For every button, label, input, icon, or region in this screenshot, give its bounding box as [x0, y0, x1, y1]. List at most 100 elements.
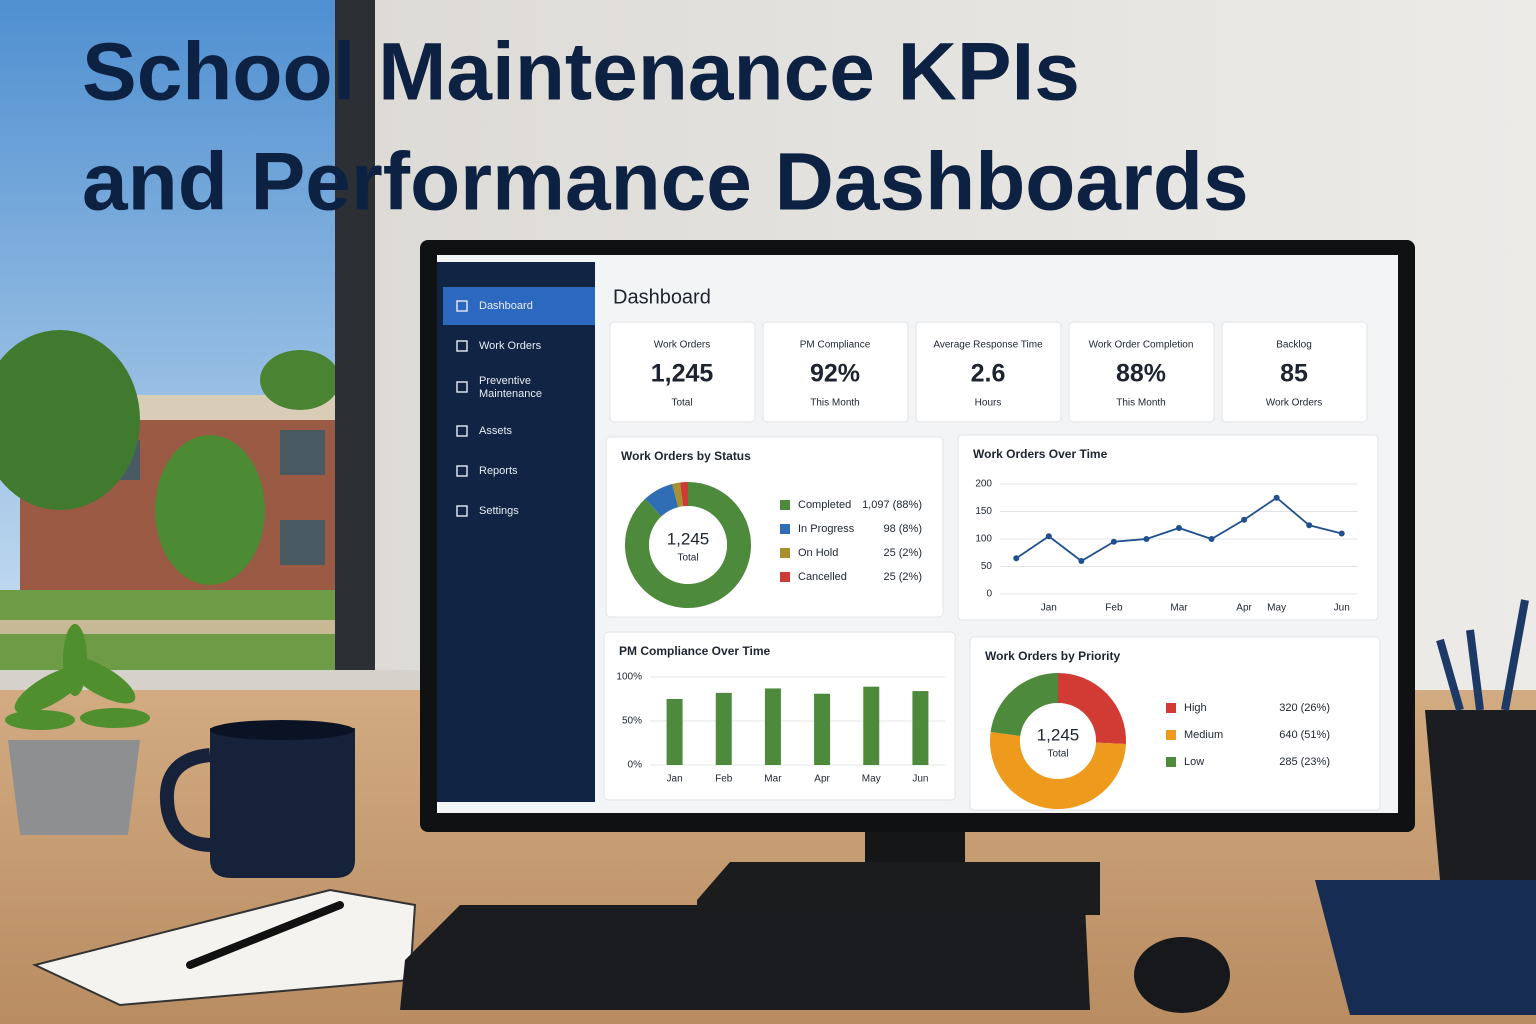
donut-segment: [990, 732, 1126, 809]
page-title: School Maintenance KPIs: [82, 27, 1080, 118]
legend-name: Cancelled: [798, 571, 847, 583]
chart-title: PM Compliance Over Time: [619, 644, 770, 658]
card: [609, 321, 756, 423]
x-tick-label: Feb: [1105, 603, 1123, 614]
x-tick-label: Jan: [1041, 603, 1057, 614]
chart-title: Work Orders Over Time: [973, 447, 1108, 461]
legend-swatch: [1166, 730, 1176, 740]
y-tick-label: 150: [975, 506, 992, 517]
card: [1068, 321, 1215, 423]
kpi-sub: This Month: [1116, 398, 1165, 409]
legend-name: In Progress: [798, 523, 855, 535]
card: [957, 434, 1379, 621]
x-tick-label: Jan: [667, 774, 683, 785]
kpi-label: PM Compliance: [800, 340, 871, 351]
x-tick-label: Feb: [715, 774, 733, 785]
nav-item[interactable]: Reports: [479, 465, 518, 477]
kpi-label: Backlog: [1276, 340, 1312, 351]
bar: [814, 693, 831, 765]
legend-swatch: [1166, 703, 1176, 713]
donut-hole: [1020, 703, 1096, 779]
card: [1221, 321, 1368, 423]
point: [1208, 536, 1215, 542]
point: [1273, 494, 1280, 501]
data-label: 320 (26%): [1279, 702, 1330, 714]
center-value: 1,245: [1037, 725, 1080, 744]
legend-swatch: [780, 500, 790, 510]
chart-title: Work Orders by Status: [621, 449, 751, 463]
nav-icon: [456, 381, 468, 393]
window: [0, 0, 440, 700]
y-tick-label: 0%: [628, 760, 643, 771]
point: [1241, 516, 1248, 523]
y-tick-label: 100: [975, 534, 992, 545]
x-tick-label: May: [1267, 603, 1286, 614]
data-label: 285 (23%): [1279, 756, 1330, 768]
kpi-label: Average Response Time: [933, 340, 1043, 351]
page-title: and Performance Dashboards: [82, 137, 1249, 228]
data-label: 25 (2%): [883, 571, 922, 583]
active-nav: [443, 287, 595, 325]
kpi-label: Work Orders: [654, 340, 711, 351]
center-value: 1,245: [667, 529, 710, 548]
center-label: Total: [677, 553, 698, 564]
nav-icon: [456, 465, 468, 477]
y-tick-label: 200: [975, 479, 992, 490]
donut-segment: [1057, 673, 1126, 744]
dashboard-title: Dashboard: [613, 286, 711, 308]
legend-swatch: [780, 524, 790, 534]
donut-hole: [649, 506, 727, 584]
y-tick-label: 0: [986, 589, 992, 600]
x-tick-label: Jun: [912, 774, 928, 785]
nav-item[interactable]: Preventive Maintenance: [479, 375, 542, 400]
point: [1143, 536, 1150, 542]
legend-swatch: [780, 548, 790, 558]
point: [1306, 522, 1313, 529]
x-tick-label: May: [862, 774, 881, 785]
nav-item[interactable]: Assets: [479, 425, 513, 437]
bar: [764, 688, 781, 765]
point: [1110, 538, 1117, 545]
nav-icon: [456, 505, 468, 517]
nav-item[interactable]: Dashboard: [479, 300, 533, 312]
bar: [715, 692, 732, 765]
y-tick-label: 100%: [616, 672, 642, 683]
point: [1013, 555, 1020, 562]
kpi-value: 85: [1280, 360, 1308, 388]
card: [915, 321, 1062, 423]
kpi-sub: Total: [671, 398, 692, 409]
kpi-value: 2.6: [971, 360, 1006, 388]
point: [1045, 533, 1052, 540]
kpi-value: 88%: [1116, 360, 1166, 388]
point: [1176, 525, 1182, 531]
nav-icon: [456, 340, 468, 352]
donut-segment: [990, 673, 1059, 737]
nav-item[interactable]: Settings: [479, 505, 519, 517]
legend-name: High: [1184, 702, 1207, 714]
donut-segment: [645, 483, 679, 517]
kpi-label: Work Order Completion: [1089, 340, 1194, 351]
y-tick-label: 50: [981, 561, 993, 572]
data-label: 25 (2%): [883, 547, 922, 559]
nav-icon: [456, 425, 468, 437]
legend-name: Completed: [798, 499, 851, 511]
bar: [912, 691, 929, 765]
nav-item[interactable]: Work Orders: [479, 340, 542, 352]
center-label: Total: [1047, 749, 1068, 760]
kpi-sub: Work Orders: [1266, 398, 1323, 409]
bar: [666, 699, 683, 765]
data-label: 1,097 (88%): [862, 499, 922, 511]
nav-icon: [456, 300, 468, 312]
donut-segment: [672, 482, 684, 508]
x-tick-label: Apr: [814, 774, 830, 785]
x-tick-label: Jun: [1334, 603, 1350, 614]
legend-swatch: [780, 572, 790, 582]
point: [1078, 558, 1085, 564]
bar: [863, 686, 880, 765]
card: [762, 321, 909, 423]
kpi-sub: Hours: [975, 398, 1002, 409]
legend-name: Low: [1184, 756, 1204, 768]
kpi-sub: This Month: [810, 398, 859, 409]
legend-swatch: [1166, 757, 1176, 767]
